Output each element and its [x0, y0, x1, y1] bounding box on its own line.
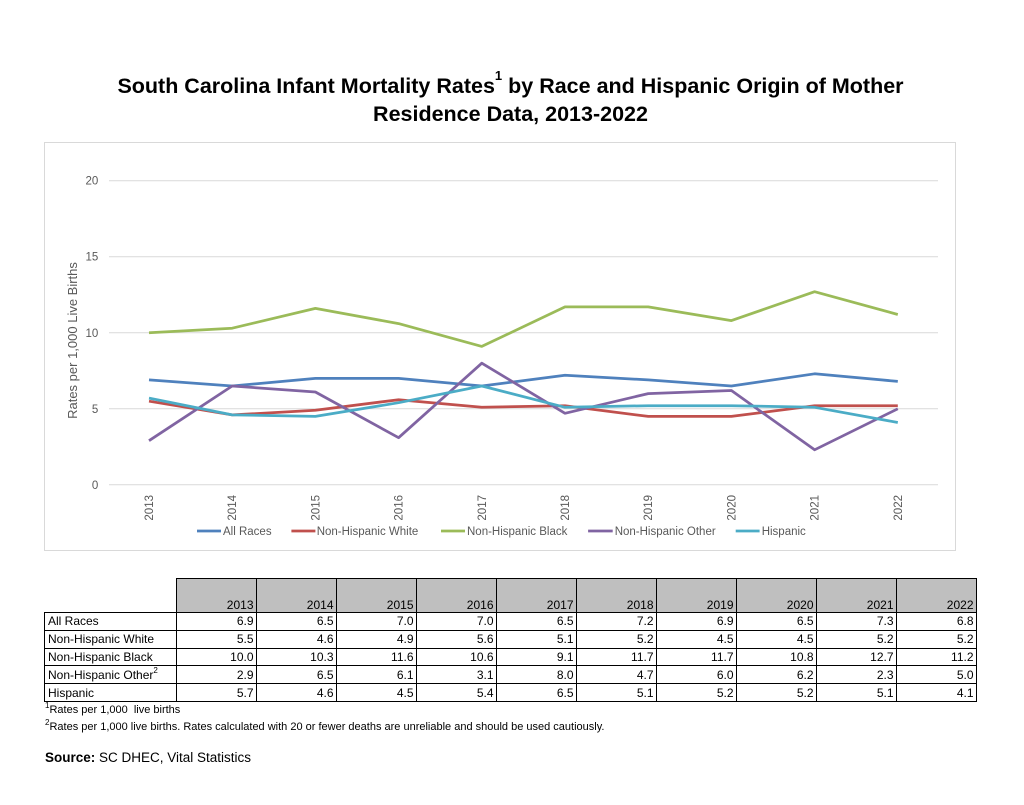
svg-text:2021: 2021	[810, 495, 822, 521]
svg-text:2017: 2017	[477, 495, 489, 521]
svg-text:0: 0	[92, 480, 98, 492]
svg-text:2014: 2014	[227, 494, 239, 520]
svg-text:5: 5	[92, 404, 98, 416]
svg-text:2018: 2018	[560, 495, 572, 521]
svg-text:Rates per 1,000 Live Births: Rates per 1,000 Live Births	[65, 262, 80, 419]
svg-text:Non-Hispanic Black: Non-Hispanic Black	[467, 526, 568, 538]
svg-text:20: 20	[86, 176, 99, 188]
svg-text:2016: 2016	[394, 495, 406, 521]
svg-text:2019: 2019	[643, 495, 655, 521]
svg-text:2015: 2015	[310, 495, 322, 521]
svg-text:Non-Hispanic Other: Non-Hispanic Other	[615, 526, 716, 538]
svg-text:All Races: All Races	[223, 526, 272, 538]
svg-text:15: 15	[86, 252, 99, 264]
svg-text:2013: 2013	[144, 495, 156, 521]
svg-text:Hispanic: Hispanic	[762, 526, 806, 538]
svg-text:2022: 2022	[893, 495, 905, 521]
svg-text:10: 10	[86, 328, 99, 340]
svg-text:2020: 2020	[726, 495, 738, 521]
svg-text:Non-Hispanic White: Non-Hispanic White	[317, 526, 419, 538]
